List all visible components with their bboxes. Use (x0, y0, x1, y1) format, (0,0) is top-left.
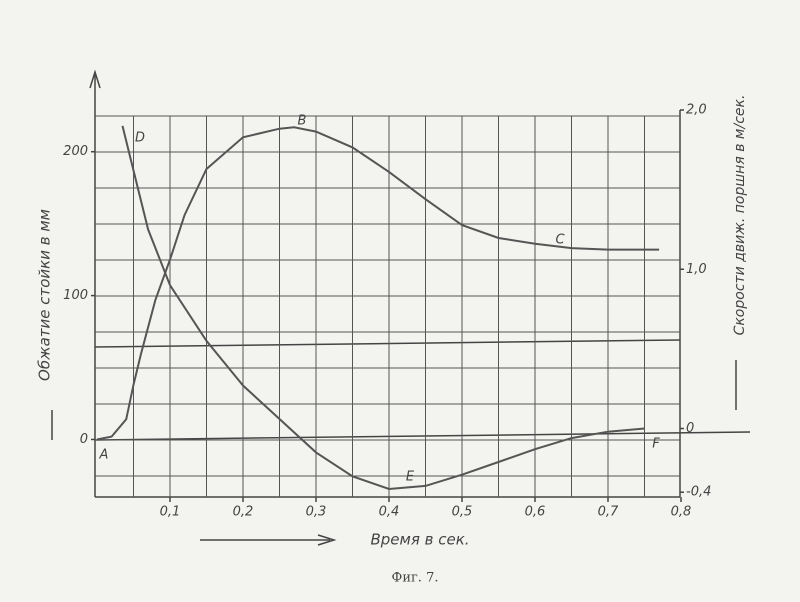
x-tick-label: 0,1 (160, 505, 181, 520)
zero-line (94, 431, 751, 441)
y-tick-label: 100 (63, 288, 88, 303)
x-axis-title: Время в сек. (370, 531, 469, 549)
point-label: F (652, 437, 660, 452)
y2-tick-label: 1,0 (686, 262, 707, 277)
y2-tick-label: -0,4 (686, 485, 711, 500)
y2-tick-label: 0 (686, 421, 694, 436)
x-tick-label: 0,7 (598, 505, 619, 520)
point-label: C (555, 233, 565, 248)
y2-axis-title: Скорости движ. поршня в м/сек. (732, 95, 748, 336)
caption: Фиг. 7. (392, 571, 439, 586)
y-tick-label: 200 (63, 144, 88, 159)
point-label: D (135, 131, 145, 146)
data-line (96, 126, 660, 441)
x-label-arrow-head (317, 534, 337, 546)
point-label: E (406, 470, 415, 485)
point-label: B (298, 114, 307, 129)
y2-tick-label: 2,0 (686, 103, 707, 118)
x-tick-label: 0,6 (525, 505, 546, 520)
x-tick-label: 0,8 (671, 505, 692, 520)
x-tick-label: 0,2 (233, 505, 254, 520)
y-axis-arrow (89, 69, 101, 89)
x-tick-label: 0,4 (379, 505, 400, 520)
data-line (121, 125, 645, 491)
reference-line (94, 339, 681, 348)
y-tick-label: 0 (80, 432, 88, 447)
x-tick-label: 0,3 (306, 505, 327, 520)
x-tick-label: 0,5 (452, 505, 473, 520)
y-axis-title: Обжатие стойки в мм (36, 209, 54, 381)
point-label: A (99, 448, 109, 463)
